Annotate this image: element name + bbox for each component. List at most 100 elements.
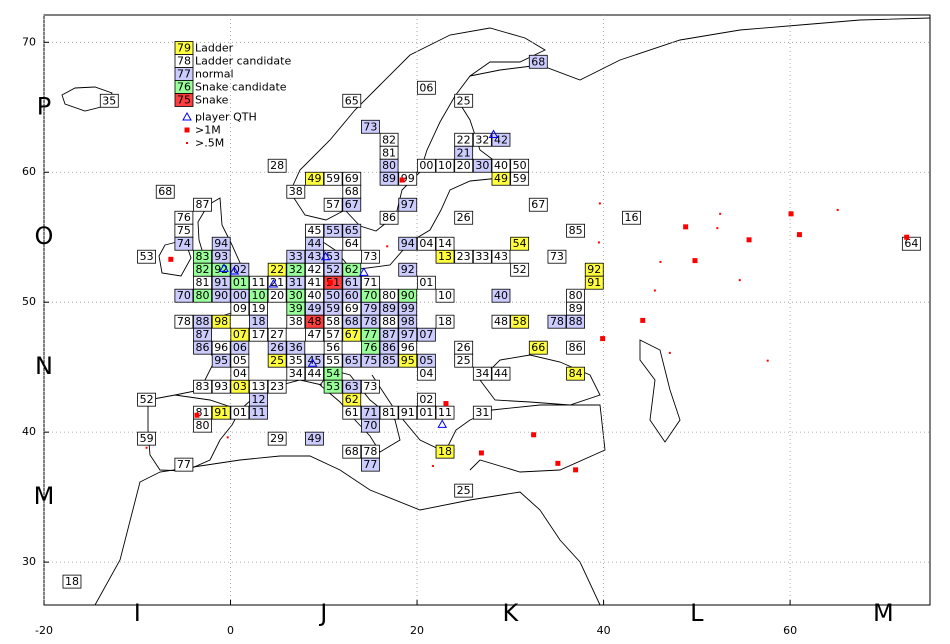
grid-square: 65: [342, 93, 362, 108]
grid-square: 03: [230, 379, 250, 394]
score-marker: [443, 401, 449, 407]
grid-square: 59: [323, 171, 343, 186]
grid-square-box: [211, 379, 231, 394]
grid-square-box: [305, 431, 324, 446]
grid-square: 70: [174, 288, 194, 303]
grid-square: 58: [323, 314, 343, 329]
grid-square: 86: [566, 340, 585, 355]
grid-square-label: 59: [326, 302, 340, 315]
grid-square-box: [342, 262, 362, 277]
grid-square: 32: [472, 132, 492, 147]
grid-square-box: [510, 236, 530, 251]
grid-square-label: 60: [345, 289, 359, 302]
grid-square: 59: [137, 431, 156, 446]
grid-square: 71: [361, 405, 380, 420]
grid-square-box: [622, 210, 641, 225]
grid-square: 30: [286, 288, 306, 303]
grid-square: 25: [454, 93, 474, 108]
legend-sample: 75: [177, 94, 191, 107]
grid-square-box: [416, 353, 436, 368]
legend-marker: [184, 127, 190, 133]
grid-square-label: 13: [252, 380, 266, 393]
grid-square: 87: [379, 327, 399, 342]
grid-square-label: 70: [177, 289, 191, 302]
grid-square-label: 86: [382, 211, 396, 224]
grid-square: 10: [435, 158, 455, 173]
grid-square: 73: [547, 249, 567, 264]
grid-square: 43: [305, 249, 324, 264]
grid-square: 51: [323, 275, 343, 290]
grid-square-label: 51: [326, 276, 340, 289]
grid-square-label: 48: [494, 315, 508, 328]
grid-square-box: [286, 301, 306, 316]
grid-square-box: [99, 93, 119, 108]
grid-square-label: 38: [289, 315, 303, 328]
grid-square-label: 77: [177, 458, 191, 471]
grid-square: 86: [379, 340, 399, 355]
grid-square-box: [267, 158, 287, 173]
grid-square-box: [491, 288, 511, 303]
grid-square-label: 91: [401, 406, 415, 419]
score-marker: [327, 280, 333, 286]
grid-square-label: 85: [569, 224, 583, 237]
grid-square-box: [305, 314, 324, 329]
grid-square-box: [472, 405, 492, 420]
grid-square: 34: [286, 366, 306, 381]
grid-square-box: [416, 405, 436, 420]
grid-square-label: 68: [345, 315, 359, 328]
grid-square-label: 68: [345, 445, 359, 458]
legend-label: Snake candidate: [195, 81, 287, 94]
grid-square: 18: [435, 314, 455, 329]
x-field-label: M: [873, 599, 894, 627]
grid-square: 81: [193, 275, 212, 290]
grid-square-label: 83: [196, 250, 210, 263]
x-tick-label: 20: [410, 624, 424, 637]
grid-square-box: [416, 275, 436, 290]
grid-square-box: [155, 184, 175, 199]
grid-square-label: 49: [307, 172, 321, 185]
grid-square-label: 40: [494, 159, 508, 172]
grid-square: 91: [211, 275, 231, 290]
grid-square-box: [528, 54, 548, 69]
grid-square: 16: [622, 210, 641, 225]
score-marker: [836, 208, 839, 211]
grid-square: 09: [230, 301, 250, 316]
grid-square: 45: [305, 353, 324, 368]
grid-square-box: [267, 379, 287, 394]
grid-square-box: [249, 288, 268, 303]
grid-square: 61: [342, 275, 362, 290]
grid-square-label: 67: [345, 328, 359, 341]
grid-square-label: 20: [457, 159, 471, 172]
grid-square: 28: [267, 158, 287, 173]
y-tick-label: 30: [22, 555, 36, 568]
grid-square-label: 50: [513, 159, 527, 172]
grid-square: 18: [435, 444, 455, 459]
grid-square-label: 12: [252, 393, 266, 406]
legend-label: Ladder: [195, 42, 234, 55]
grid-square-label: 28: [270, 159, 284, 172]
grid-square: 40: [491, 158, 511, 173]
grid-square: 52: [510, 262, 530, 277]
grid-square-label: 55: [326, 224, 340, 237]
grid-square: 38: [286, 184, 306, 199]
grid-square-label: 97: [401, 328, 415, 341]
grid-square-box: [435, 158, 455, 173]
grid-square: 94: [398, 236, 418, 251]
grid-square-label: 31: [475, 406, 489, 419]
grid-square-label: 40: [307, 289, 321, 302]
grid-square: 04: [416, 236, 436, 251]
score-marker: [683, 224, 689, 230]
grid-square-label: 04: [233, 367, 247, 380]
coastlines: [61, 17, 930, 605]
grid-square: 56: [323, 340, 343, 355]
grid-square: 81: [379, 145, 399, 160]
grid-square-label: 18: [438, 445, 452, 458]
grid-square-label: 58: [513, 315, 527, 328]
grid-square: 53: [137, 249, 156, 264]
grid-square-label: 25: [457, 94, 471, 107]
grid-square: 29: [267, 431, 287, 446]
grid-square-label: 94: [214, 237, 228, 250]
grid-square-box: [528, 340, 548, 355]
grid-square-box: [323, 171, 343, 186]
grid-square-box: [323, 223, 343, 238]
